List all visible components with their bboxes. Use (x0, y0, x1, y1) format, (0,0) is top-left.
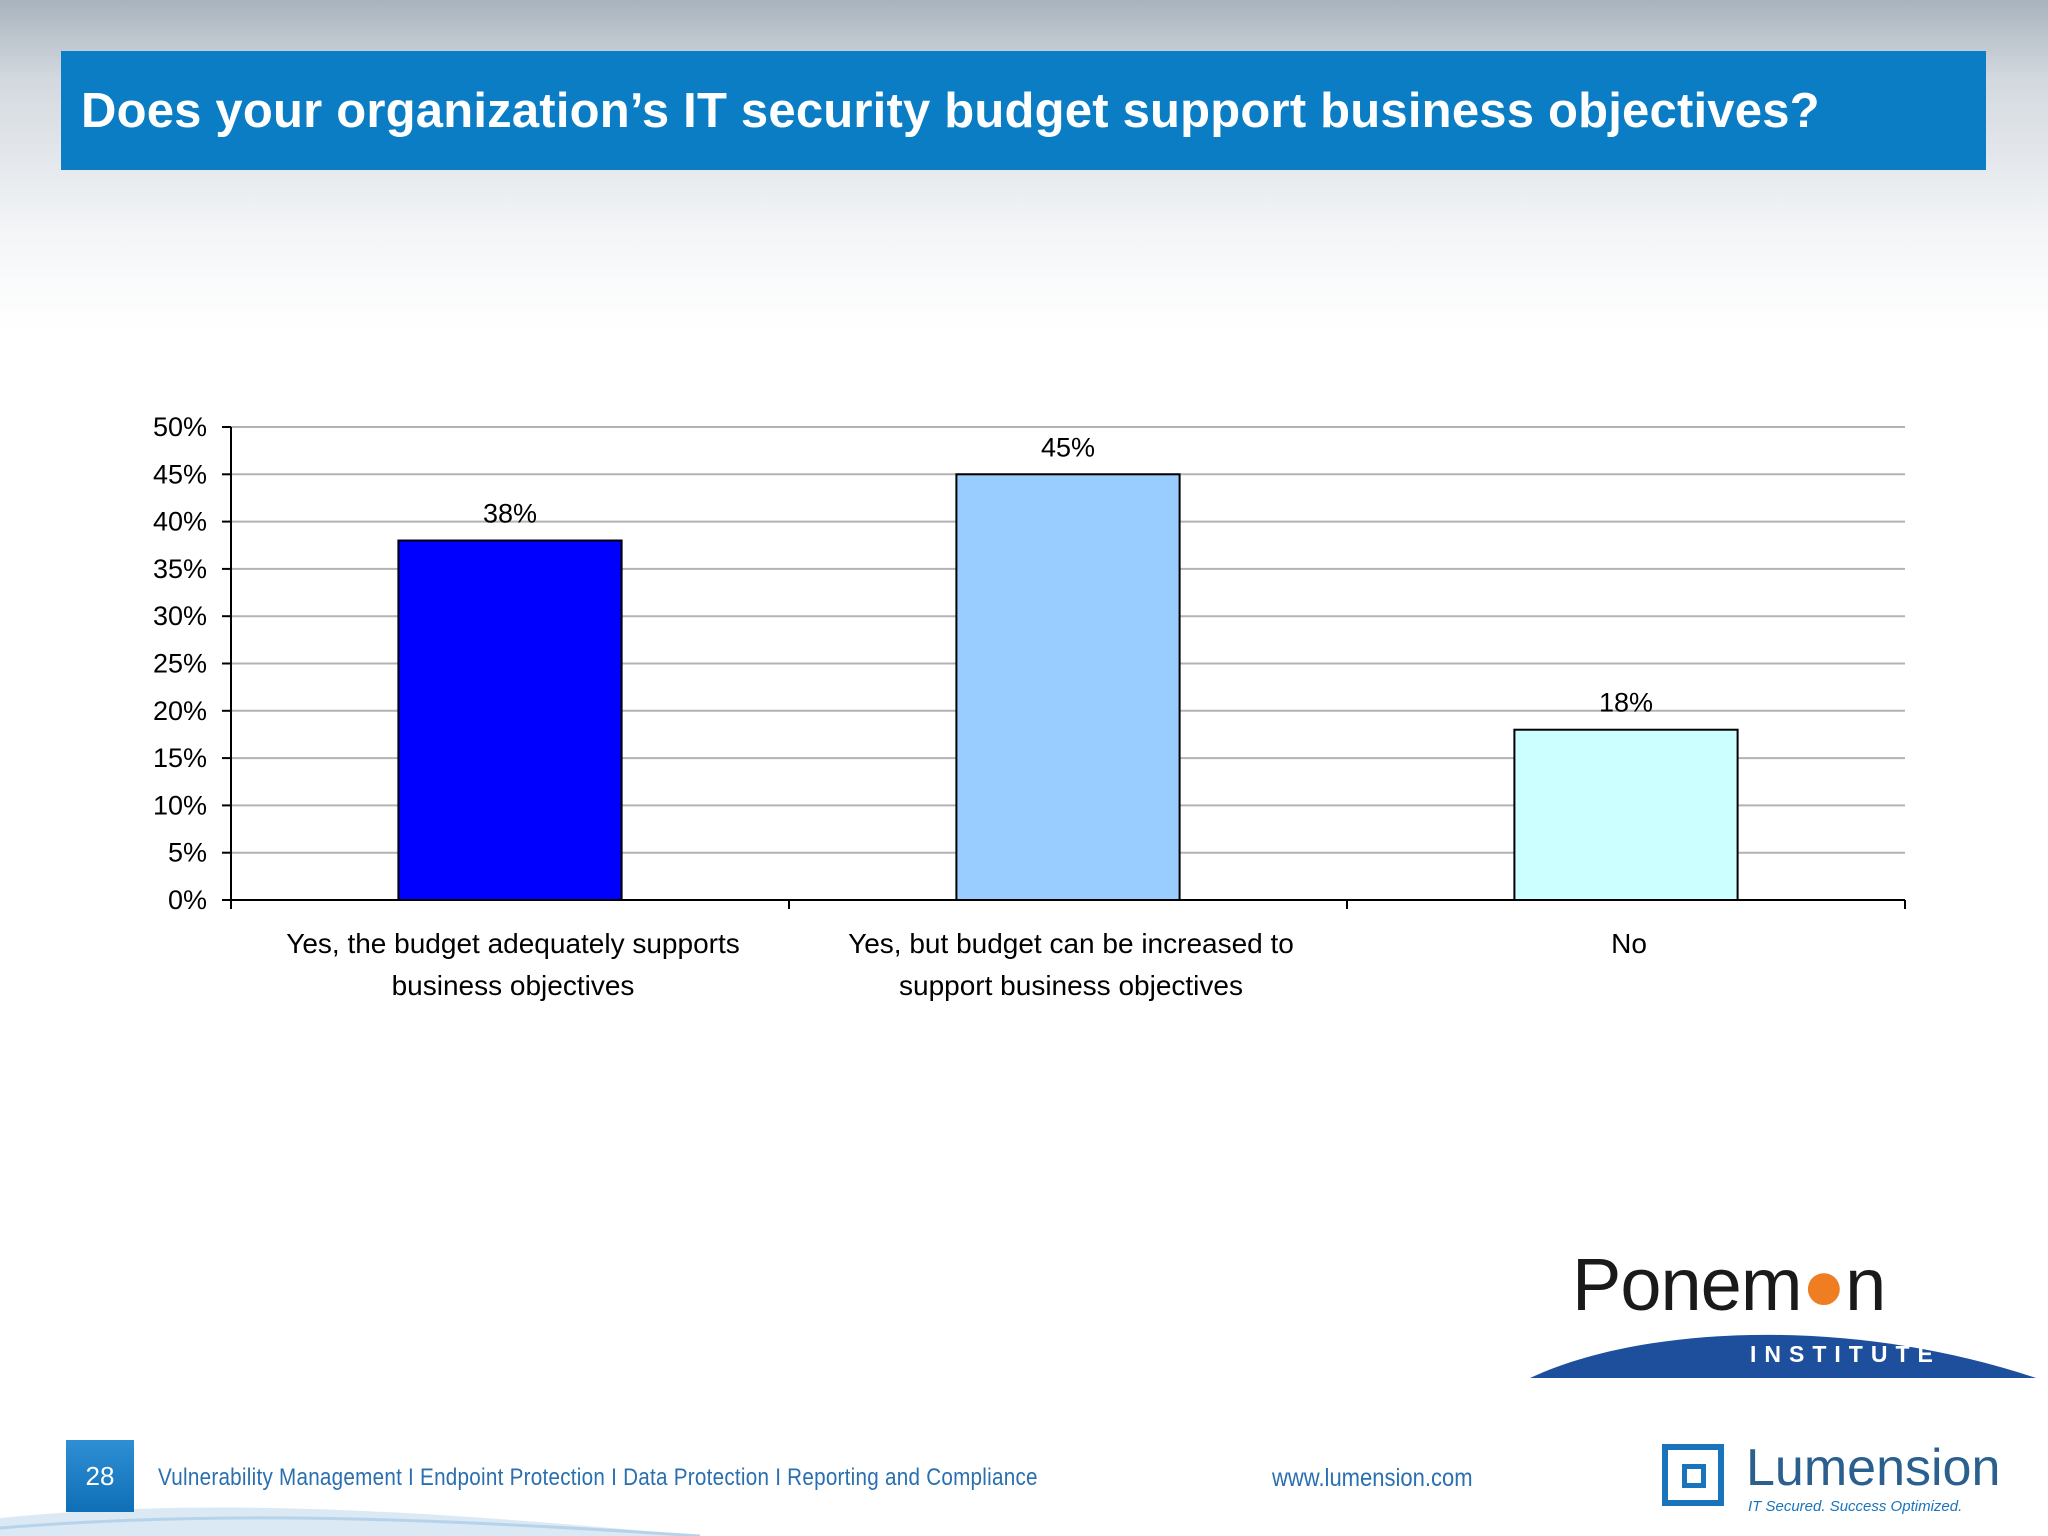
y-tick-label: 40% (153, 507, 207, 537)
lumension-logo: Lumension IT Secured. Success Optimized. (1662, 1439, 2022, 1520)
category-label: support business objectives (899, 970, 1243, 1001)
footer-links: Vulnerability Management I Endpoint Prot… (158, 1464, 1038, 1491)
slide-title: Does your organization’s IT security bud… (81, 83, 1820, 138)
data-label: 45% (1041, 432, 1095, 462)
category-label: Yes, but budget can be increased to (848, 928, 1294, 959)
category-label: Yes, the budget adequately supports (286, 928, 740, 959)
footer-swoosh (0, 1507, 700, 1536)
y-tick-label: 5% (168, 838, 207, 868)
title-bar: Does your organization’s IT security bud… (61, 51, 1986, 170)
lumension-icon (1662, 1444, 1724, 1506)
y-tick-label: 45% (153, 459, 207, 489)
y-tick-label: 35% (153, 554, 207, 584)
category-label: business objectives (392, 970, 635, 1001)
ponemon-logo: Ponem●n INSTITUTE (1530, 1243, 2036, 1378)
lumension-tagline: IT Secured. Success Optimized. (1748, 1498, 1963, 1515)
y-tick-label: 15% (153, 743, 207, 773)
data-label: 38% (483, 499, 537, 529)
bar (955, 473, 1181, 901)
y-tick-label: 0% (168, 885, 207, 915)
y-tick-label: 10% (153, 790, 207, 820)
y-tick-label: 25% (153, 649, 207, 679)
y-tick-label: 50% (153, 412, 207, 442)
page-number: 28 (66, 1440, 134, 1512)
y-tick-label: 20% (153, 696, 207, 726)
bar-chart: 0% 5% 10% 15% 20% 25% 30% 35% 40% 45% 50% 38% Yes, t… (153, 412, 1906, 1001)
bar (1513, 728, 1739, 901)
bar (397, 539, 623, 902)
svg-text:Ponem●n: Ponem●n (1572, 1243, 1885, 1326)
data-label: 18% (1599, 688, 1653, 718)
y-tick-label: 30% (153, 601, 207, 631)
category-label: No (1611, 928, 1647, 959)
footer-url[interactable]: www.lumension.com (1272, 1464, 1473, 1492)
svg-text:INSTITUTE: INSTITUTE (1750, 1341, 1941, 1367)
lumension-name: Lumension (1746, 1439, 2001, 1497)
